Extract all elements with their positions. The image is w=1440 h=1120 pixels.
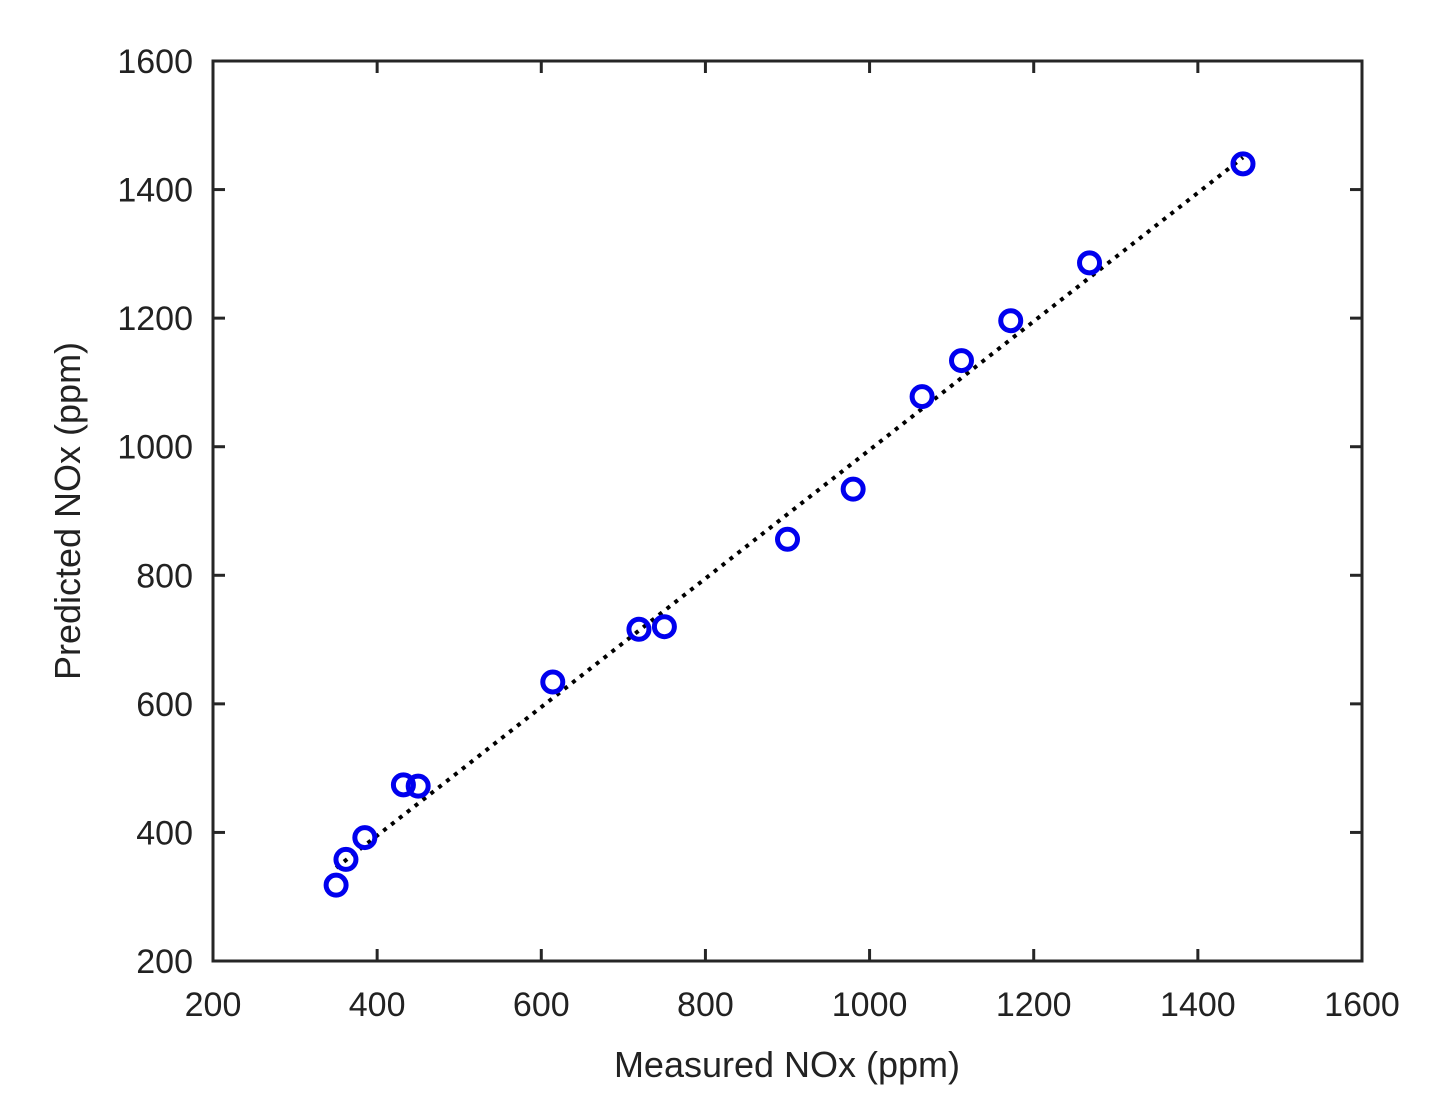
data-points-layer [323,151,1256,898]
data-point-6 [626,616,652,642]
x-tick-labels: 200 400 600 800 1000 1200 1400 1600 [185,986,1400,1024]
x-tick-label-7: 1600 [1324,986,1400,1024]
x-tick-label-5: 1200 [996,986,1072,1024]
y-axis-label: Predicted NOx (ppm) [47,342,88,680]
y-tick-label-6: 1400 [117,172,193,210]
y-tick-label-1: 400 [136,814,193,852]
y-tick-label-4: 1000 [117,429,193,467]
data-point-14 [1230,151,1256,177]
x-tick-label-2: 600 [513,986,570,1024]
data-point-5 [540,669,566,695]
x-tick-label-1: 400 [349,986,406,1024]
x-axis-label: Measured NOx (ppm) [614,1044,960,1085]
y-tick-label-2: 600 [136,686,193,724]
x-tick-label-6: 1400 [1160,986,1236,1024]
y-tick-label-0: 200 [136,943,193,981]
data-point-9 [840,476,866,502]
data-point-12 [998,308,1024,334]
y-tick-label-5: 1200 [117,300,193,338]
data-point-0 [323,872,349,898]
data-point-4 [405,773,431,799]
data-point-1 [333,846,359,872]
fit-line [334,155,1245,870]
data-point-13 [1077,250,1103,276]
data-point-3 [390,772,416,798]
x-tick-label-3: 800 [677,986,734,1024]
fit-line-layer [334,155,1245,870]
data-point-8 [775,526,800,552]
plot-area [213,61,1362,961]
data-point-10 [909,384,935,410]
x-tick-label-0: 200 [185,986,242,1024]
plot-frame [211,59,1364,963]
y-tick-label-7: 1600 [117,43,193,81]
y-tick-labels: 200 400 600 800 1000 1200 1400 1600 [117,43,193,981]
data-point-7 [651,614,677,640]
data-point-11 [948,348,974,374]
y-tick-label-3: 800 [136,557,193,595]
data-point-2 [352,825,378,851]
x-tick-label-4: 1000 [832,986,908,1024]
